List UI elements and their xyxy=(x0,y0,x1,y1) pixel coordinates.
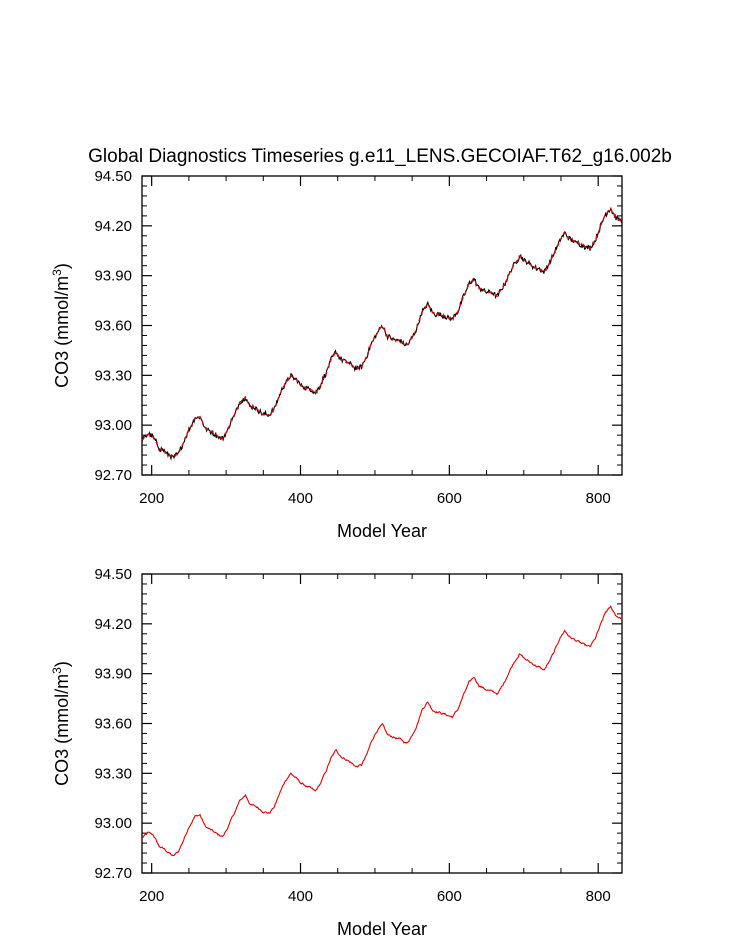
bottom-x-axis-label: Model Year xyxy=(337,919,427,939)
top-x-axis-label: Model Year xyxy=(337,521,427,541)
chart-title: Global Diagnostics Timeseries g.e11_LENS… xyxy=(88,146,672,167)
x-tick-label: 600 xyxy=(437,888,462,905)
bottom-y-label-close: ) xyxy=(52,661,72,667)
y-tick-label: 92.70 xyxy=(94,467,132,484)
bottom-y-label-main: CO3 (mmol/m xyxy=(52,674,72,786)
y-tick-label: 92.70 xyxy=(94,865,132,882)
top-y-axis-label: CO3 (mmol/m3) xyxy=(50,263,72,388)
y-tick-label: 93.60 xyxy=(94,716,132,733)
y-tick-label: 93.90 xyxy=(94,268,132,285)
bottom-axis-ticks: 200 400 600 800 92.70 93.00 93.30 93.60 93.90 94.… xyxy=(94,566,622,905)
y-tick-label: 93.00 xyxy=(94,417,132,434)
y-tick-label: 93.90 xyxy=(94,666,132,683)
smoothed-series-line xyxy=(141,605,623,856)
x-tick-label: 800 xyxy=(586,888,611,905)
x-tick-label: 400 xyxy=(288,490,313,507)
top-panel: 200 400 600 800 92.70 93.00 93.30 93.60 93.90 94.… xyxy=(50,168,623,541)
x-tick-label: 800 xyxy=(586,490,611,507)
bottom-series-group xyxy=(141,605,623,856)
annual-series-line xyxy=(141,207,623,461)
y-tick-label: 94.20 xyxy=(94,218,132,235)
top-series-group xyxy=(141,206,623,461)
x-tick-label: 200 xyxy=(139,888,164,905)
bottom-y-label-sup: 3 xyxy=(50,667,64,674)
y-tick-label: 94.50 xyxy=(94,168,132,185)
y-tick-label: 94.20 xyxy=(94,616,132,633)
bottom-panel: 200 400 600 800 92.70 93.00 93.30 93.60 93.90 94.… xyxy=(50,566,623,939)
bottom-y-axis-label: CO3 (mmol/m3) xyxy=(50,661,72,786)
y-tick-label: 93.30 xyxy=(94,367,132,384)
top-y-label-main: CO3 (mmol/m xyxy=(52,276,72,388)
y-tick-label: 93.60 xyxy=(94,318,132,335)
smoothed-series-line xyxy=(141,206,623,459)
y-tick-label: 93.00 xyxy=(94,815,132,832)
y-tick-label: 93.30 xyxy=(94,765,132,782)
top-y-label-close: ) xyxy=(52,263,72,269)
top-axis-ticks: 200 400 600 800 92.70 93.00 93.30 93.60 93.90 94.… xyxy=(94,168,622,507)
x-tick-label: 200 xyxy=(139,490,164,507)
top-y-label-sup: 3 xyxy=(50,269,64,276)
x-tick-label: 400 xyxy=(288,888,313,905)
x-tick-label: 600 xyxy=(437,490,462,507)
y-tick-label: 94.50 xyxy=(94,566,132,583)
